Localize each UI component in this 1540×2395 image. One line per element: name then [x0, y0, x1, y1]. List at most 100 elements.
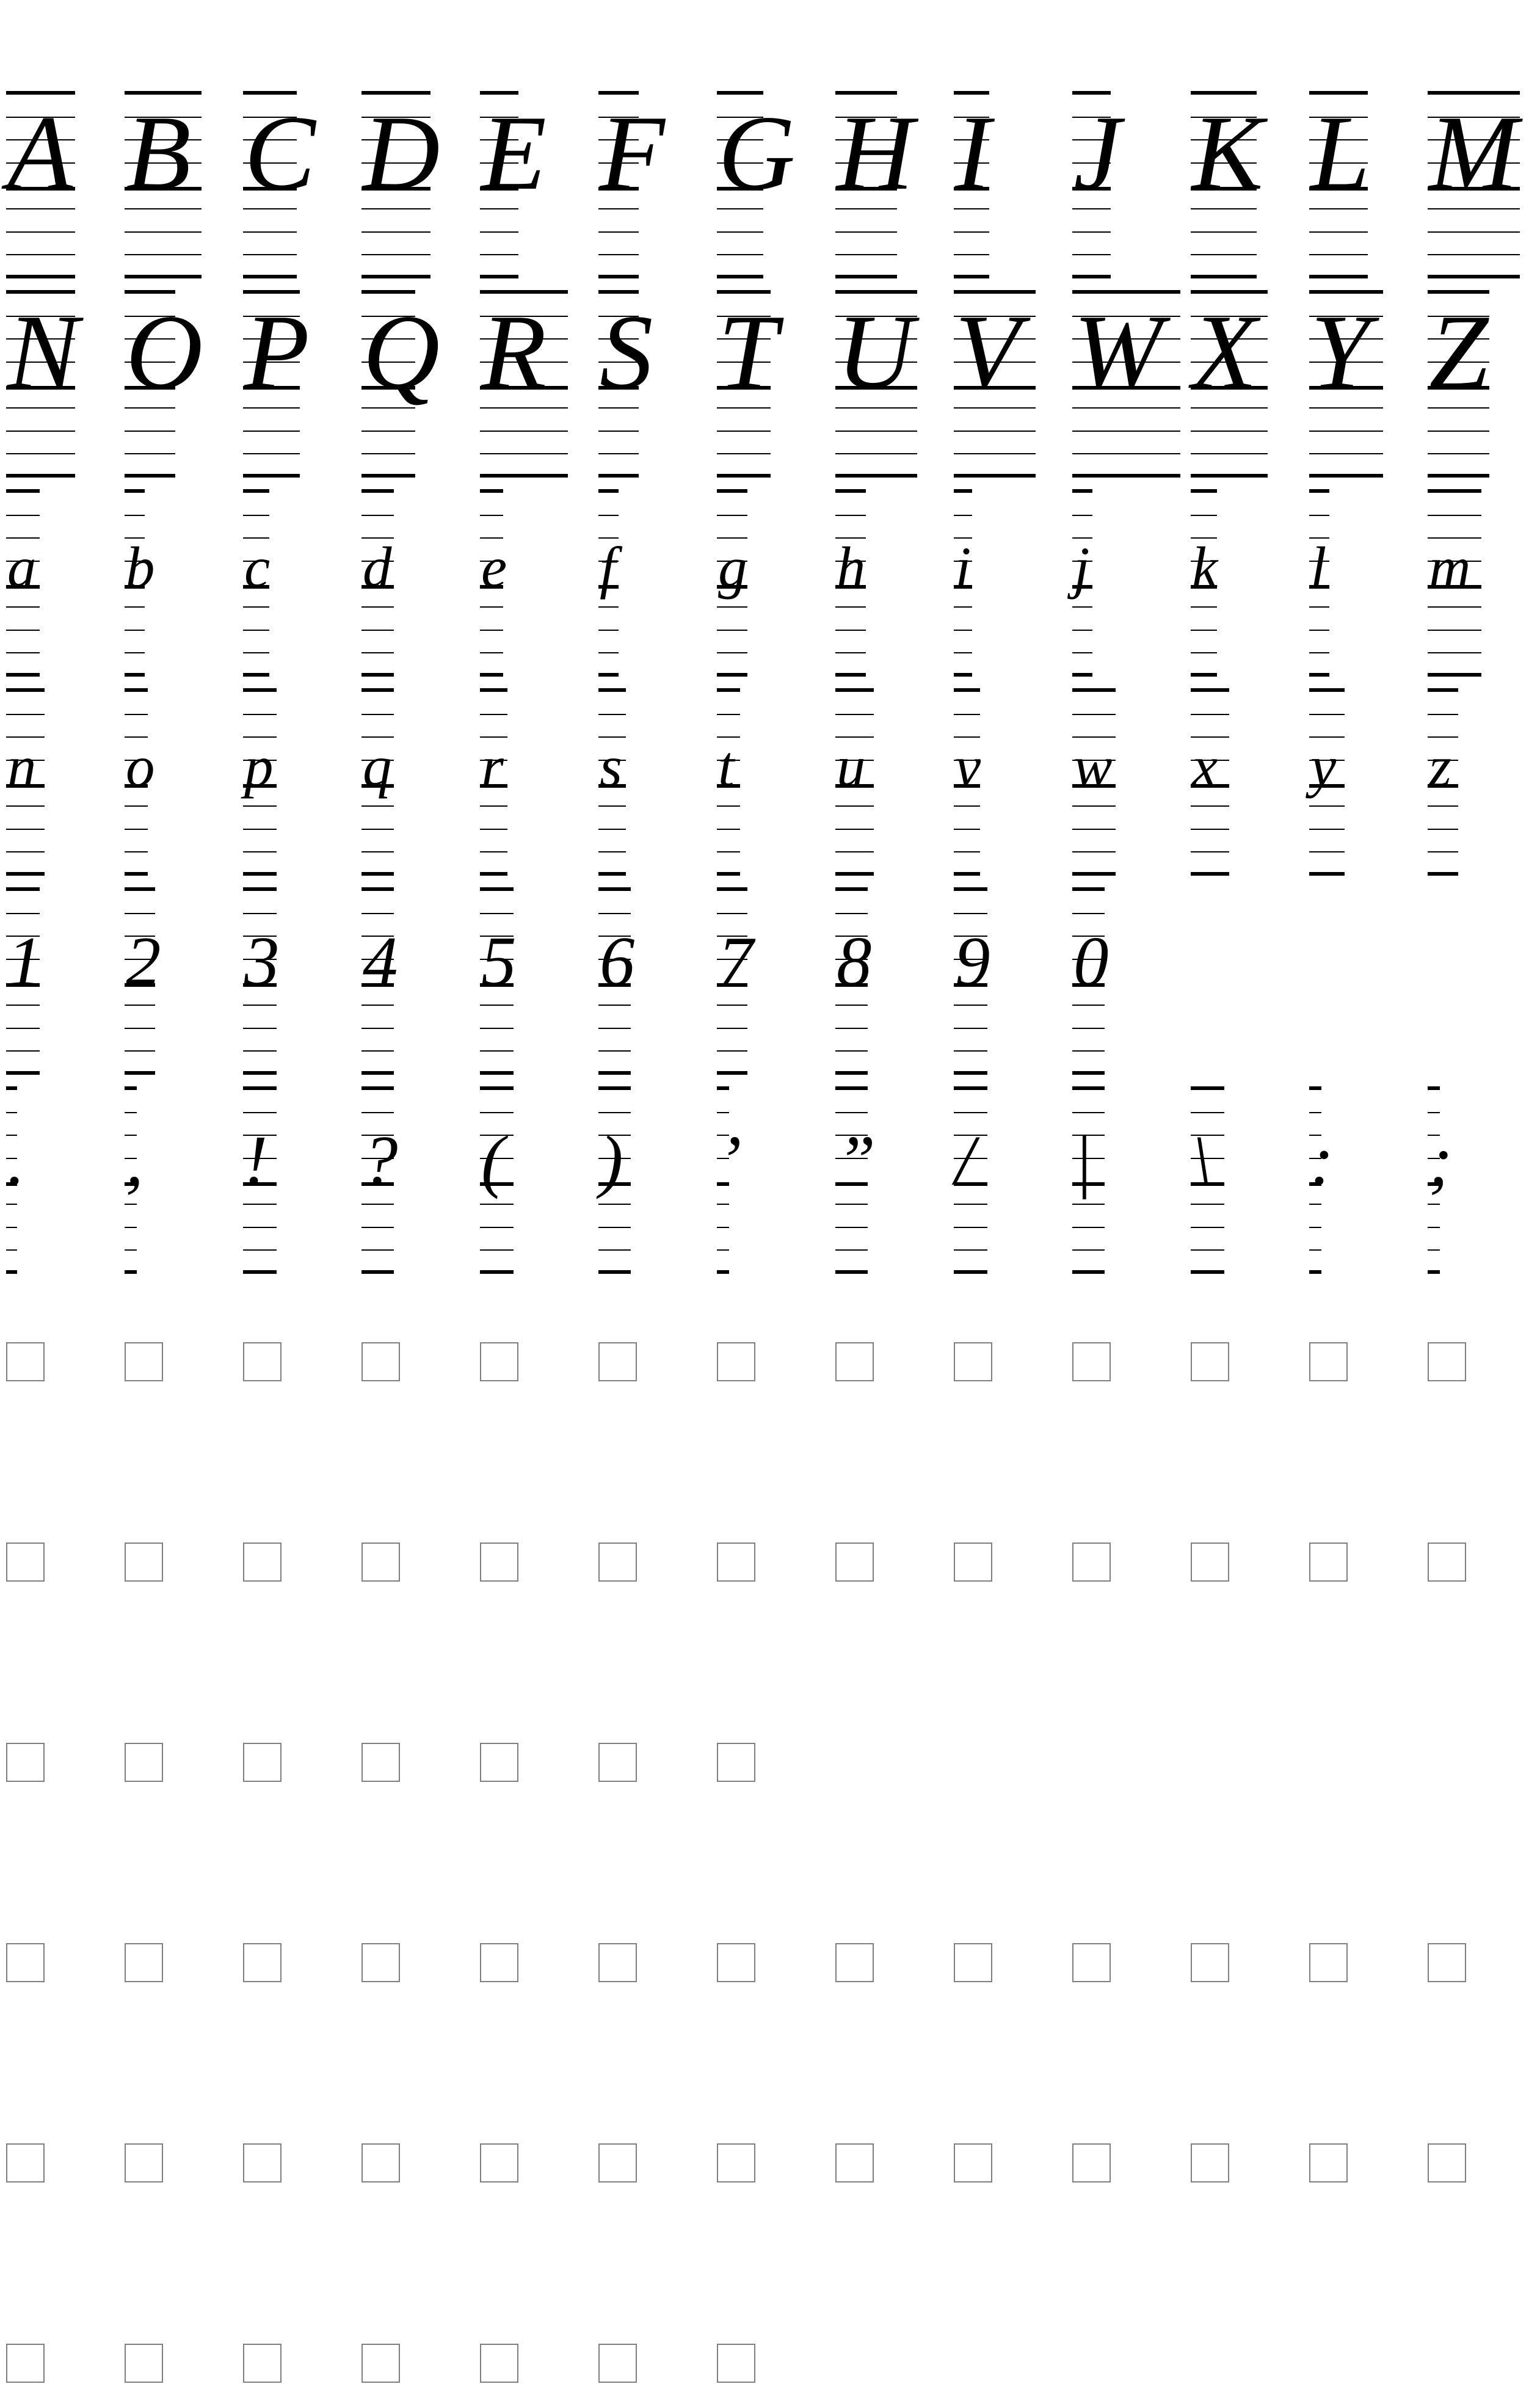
guide-line-thick	[1428, 872, 1458, 876]
guide-line	[6, 805, 45, 807]
missing-glyph-box	[1428, 1342, 1466, 1381]
glyph-cell: L	[1309, 91, 1370, 278]
guide-line	[598, 561, 619, 562]
guide-line-thick	[717, 290, 771, 294]
guide-line-thick	[480, 290, 568, 294]
guide-line-thick	[243, 872, 277, 876]
glyph-character: F	[599, 93, 666, 212]
missing-glyph-box	[954, 1342, 992, 1381]
guide-line	[6, 407, 75, 409]
guide-line-thick	[1191, 489, 1217, 493]
missing-glyph-box	[6, 2344, 45, 2383]
glyph-character: n	[7, 734, 37, 799]
guide-line	[1428, 829, 1458, 830]
guide-line	[1428, 805, 1458, 807]
glyph-cell: C	[243, 91, 317, 278]
guide-line	[125, 316, 175, 317]
guide-line	[125, 431, 175, 432]
glyph-character: p	[241, 734, 274, 799]
guide-line	[954, 829, 980, 830]
guide-line-thick	[361, 489, 394, 493]
guide-line	[1072, 1227, 1105, 1228]
guide-line-thick	[243, 489, 269, 493]
guide-line-thick	[598, 1182, 631, 1186]
guide-line	[835, 1112, 868, 1113]
guide-line-thick	[125, 1071, 155, 1075]
guide-line-thick	[598, 784, 626, 788]
glyph-cell: m	[1428, 489, 1481, 677]
guide-line	[954, 851, 980, 852]
missing-glyph-box	[361, 1342, 400, 1381]
glyph-cell: n	[6, 688, 45, 876]
guide-line	[480, 139, 518, 140]
guide-line	[480, 1135, 514, 1136]
missing-glyph-box	[361, 1743, 400, 1782]
guide-line	[1309, 652, 1329, 653]
glyph-cell: ,	[125, 1086, 143, 1274]
guide-line	[480, 1249, 514, 1251]
guide-line-thick	[954, 91, 989, 95]
glyph-character: N	[6, 293, 84, 411]
guide-line-thick	[361, 1071, 394, 1075]
guide-line	[717, 1028, 747, 1029]
guide-line	[1191, 630, 1217, 631]
guide-line-thick	[361, 673, 394, 677]
glyph-cell: T	[717, 290, 784, 478]
guide-line-thick	[598, 585, 619, 589]
guide-line	[1428, 231, 1520, 233]
missing-glyph-box	[361, 1943, 400, 1982]
guide-line	[598, 1112, 631, 1113]
guide-line	[717, 606, 747, 608]
guide-line	[1191, 254, 1257, 255]
glyph-character: S	[600, 293, 653, 411]
guide-line-thick	[1309, 386, 1383, 390]
guide-line	[6, 1158, 17, 1159]
guide-line	[954, 1249, 987, 1251]
guide-line	[361, 231, 430, 233]
guide-line-thick	[1191, 1182, 1224, 1186]
guide-line	[1309, 362, 1383, 363]
guide-line	[954, 1204, 987, 1205]
missing-glyph-box	[6, 2143, 45, 2182]
guide-line-thick	[243, 474, 300, 478]
guide-line	[6, 913, 40, 914]
guide-line	[1072, 515, 1092, 516]
guide-line-thick	[717, 1182, 729, 1186]
guide-line	[598, 1050, 631, 1052]
guide-line	[125, 805, 148, 807]
guide-line	[717, 736, 740, 738]
glyph-character: u	[837, 734, 866, 799]
guide-line	[243, 851, 277, 852]
guide-line	[361, 537, 394, 539]
guide-line	[1072, 1112, 1105, 1113]
guide-line	[1072, 431, 1180, 432]
guide-line	[717, 1158, 729, 1159]
guide-line-thick	[361, 290, 415, 294]
guide-line	[361, 407, 415, 409]
guide-line	[598, 630, 619, 631]
guide-line	[1428, 714, 1458, 715]
guide-line-thick	[1191, 474, 1268, 478]
guide-line	[835, 431, 917, 432]
guide-line-thick	[1072, 1086, 1105, 1090]
guide-line	[1072, 453, 1180, 454]
guide-line	[954, 231, 989, 233]
guide-line	[1309, 606, 1329, 608]
guide-line	[1309, 431, 1383, 432]
guide-line	[6, 829, 45, 830]
guide-line	[480, 231, 518, 233]
guide-line	[1191, 1249, 1224, 1251]
missing-glyph-box	[480, 1743, 518, 1782]
glyph-character: C	[244, 93, 317, 212]
guide-line	[835, 1158, 868, 1159]
guide-line-thick	[1072, 489, 1092, 493]
guide-line	[835, 959, 868, 960]
guide-line	[1309, 139, 1368, 140]
guide-line	[480, 515, 503, 516]
guide-line	[480, 714, 507, 715]
guide-line	[125, 1050, 155, 1052]
guide-line	[480, 652, 503, 653]
guide-line	[243, 606, 269, 608]
glyph-cell: 0	[1072, 887, 1109, 1075]
guide-line	[1191, 316, 1268, 317]
